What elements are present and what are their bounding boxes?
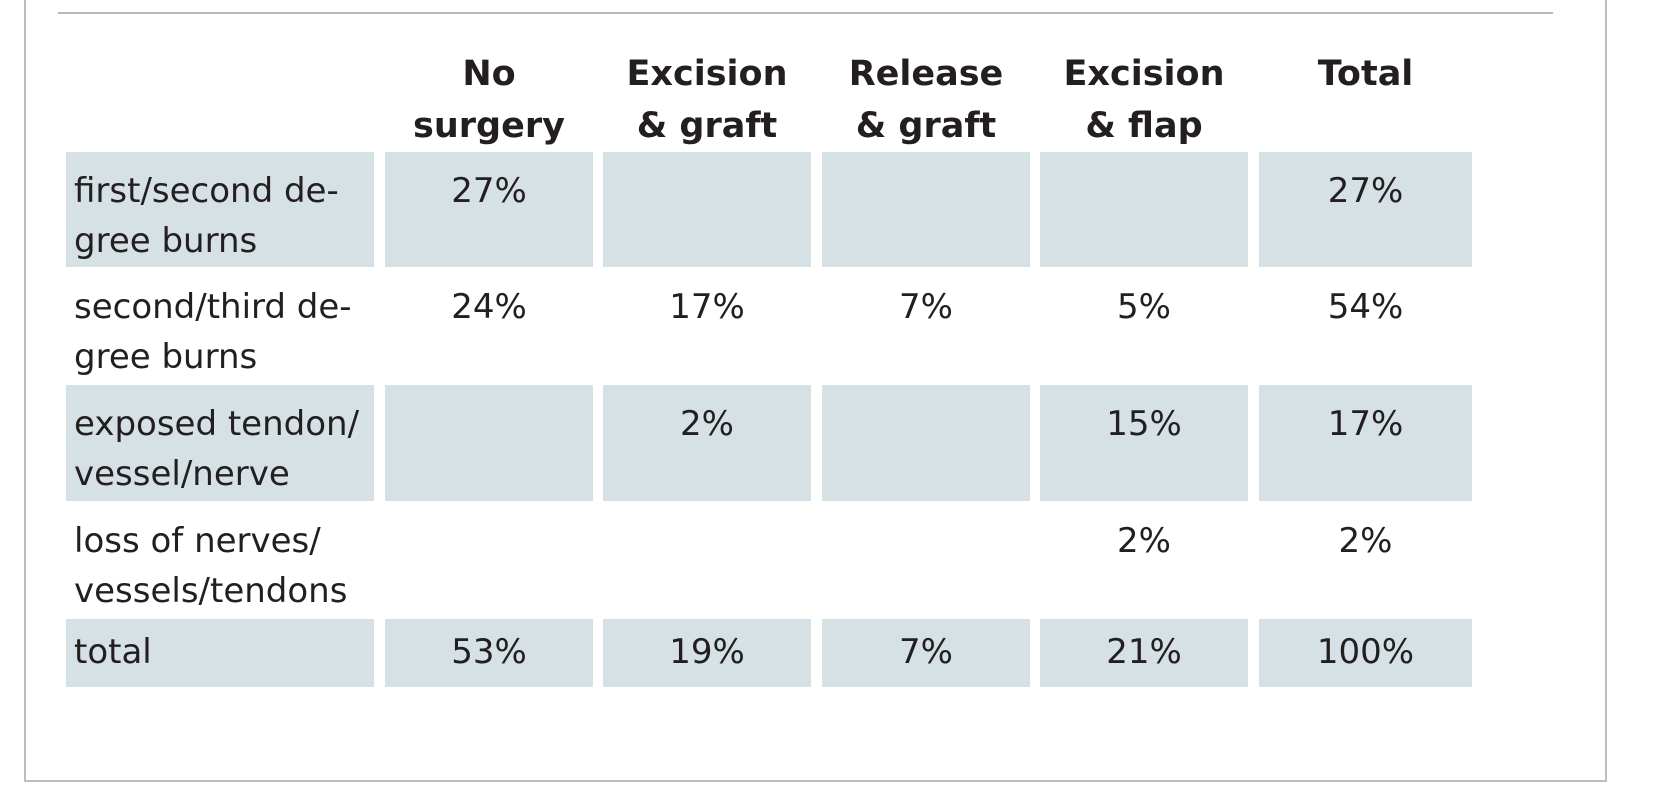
table-cell bbox=[385, 502, 593, 618]
column-header-excision-flap: Excision & flap bbox=[1063, 54, 1225, 146]
table-cell bbox=[822, 385, 1030, 501]
table-cell: 2% bbox=[603, 385, 811, 501]
row-label: loss of nerves/ vessels/tendons bbox=[74, 521, 348, 611]
table-cell: 21% bbox=[1040, 619, 1248, 687]
table-cell: 7% bbox=[899, 287, 953, 327]
table-cell bbox=[385, 385, 593, 501]
row-label: first/second de- gree burns bbox=[66, 152, 374, 267]
table-cell bbox=[603, 502, 811, 618]
table-frame bbox=[24, 0, 1607, 782]
table-cell: 5% bbox=[1117, 287, 1171, 327]
row-label: second/third de- gree burns bbox=[74, 287, 352, 377]
table-cell: 53% bbox=[385, 619, 593, 687]
column-header-release-graft: Release & graft bbox=[848, 54, 1004, 146]
table-cell bbox=[603, 152, 811, 267]
row-label: exposed tendon/ vessel/nerve bbox=[66, 385, 374, 501]
row-label-total: total bbox=[66, 619, 374, 687]
table-cell bbox=[822, 152, 1030, 267]
table-cell: 27% bbox=[385, 152, 593, 267]
table-cell bbox=[1040, 152, 1248, 267]
table-cell: 54% bbox=[1327, 287, 1404, 327]
table-cell: 7% bbox=[822, 619, 1030, 687]
table-cell: 2% bbox=[1338, 521, 1393, 561]
table-cell: 100% bbox=[1259, 619, 1472, 687]
top-rule bbox=[58, 12, 1553, 14]
table-cell: 27% bbox=[1259, 152, 1472, 267]
table-cell bbox=[822, 502, 1030, 618]
table-cell: 2% bbox=[1117, 521, 1171, 561]
column-header-no-surgery: No surgery bbox=[413, 54, 565, 146]
table-cell: 19% bbox=[603, 619, 811, 687]
column-header-total: Total bbox=[1317, 54, 1414, 94]
column-header-excision-graft: Excision & graft bbox=[626, 54, 788, 146]
column-header-row-label bbox=[66, 48, 374, 152]
table-cell: 17% bbox=[669, 287, 745, 327]
table-cell: 17% bbox=[1259, 385, 1472, 501]
table-cell: 24% bbox=[451, 287, 527, 327]
table-cell: 15% bbox=[1040, 385, 1248, 501]
